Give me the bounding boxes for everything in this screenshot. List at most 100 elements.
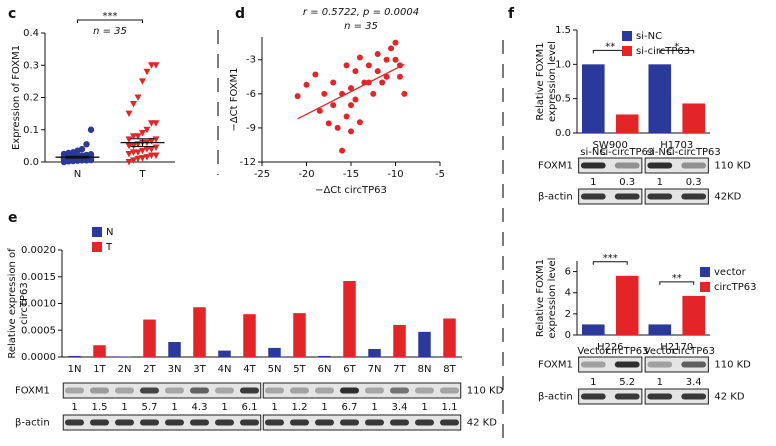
x-tick-label: 2N [118,364,132,375]
data-point [139,129,146,137]
band-quant: 5.7 [142,402,158,413]
x-tick-label: SW900 [593,140,628,151]
panel-label: c [8,6,16,22]
blot-band [415,419,434,426]
x-tick-label: 4N [218,364,232,375]
lane-label: si-circTP63 [600,147,654,158]
y-tick-label: 0.0 [555,128,571,139]
blot-band [614,162,640,169]
legend-swatch [622,46,632,56]
legend-label: vector [714,267,747,278]
y-tick-label: -3 [246,55,256,66]
blot-band [647,361,673,368]
data-point [148,152,155,160]
data-point [83,141,90,148]
y-tick-label: 0.0005 [21,325,56,336]
data-point [78,145,86,153]
y-tick-label: 6 [565,267,571,278]
row-label: β-actin [538,392,573,403]
band-quant: 6.7 [342,402,358,413]
row-label: FOXM1 [538,161,573,172]
band-quant: 1.2 [292,402,308,413]
blot-band [614,193,640,200]
data-point [303,81,310,88]
size-label: 110 KD [467,386,504,397]
lane-label: circTP63 [672,346,715,357]
blot-band [215,387,234,394]
x-tick-label: 6T [343,364,356,375]
band-quant: 1 [271,402,277,413]
y-tick-label: 1.5 [555,25,571,36]
bar [243,314,256,357]
data-point [139,147,146,155]
blot-band [365,387,384,394]
blot-band [65,419,84,426]
data-point [316,107,323,114]
significance-bracket [659,49,695,54]
blot-band [190,419,209,426]
data-point [330,79,337,86]
data-point [343,62,350,69]
y-tick-label: 0.0000 [21,352,56,363]
bar [393,324,406,357]
y-tick-label: 0.2 [23,93,39,104]
blot-band [647,393,673,400]
fit-line [297,63,405,120]
x-tick-label: H1703 [660,140,693,151]
y-tick-label: 0.3 [23,60,39,71]
bar [68,355,81,357]
legend-label: circTP63 [714,282,757,293]
significance-bracket [659,281,695,285]
data-point [143,126,151,134]
y-tick-label: 0.0020 [21,245,56,256]
data-point [152,62,160,69]
blot-frame [578,157,643,174]
bar [318,355,331,357]
bar [581,324,605,335]
y-axis-label: −ΔCt FOXM1 [229,67,240,131]
data-point [130,157,137,164]
blot-band [90,419,109,426]
data-point [401,90,408,97]
data-point [383,56,390,63]
y-axis-label: Relative expression of [7,248,18,359]
row-label: β-actin [15,418,50,429]
bar [118,356,131,357]
significance-bracket [77,19,143,23]
data-point [143,68,151,76]
band-quant: 1 [121,402,127,413]
y-tick-label: 0.1 [23,125,39,136]
bar [268,347,281,357]
blot-band [165,387,184,394]
y-tick-label: 0.4 [23,28,39,39]
blot-band [240,387,259,394]
blot-frame [578,388,643,405]
data-point [365,62,372,69]
lane-label: Vector [577,346,610,357]
size-label: 42 KD [714,392,744,403]
data-point [334,124,341,131]
blot-band [340,419,359,426]
blot-band [340,387,359,394]
blot-band [580,393,606,400]
blot-frame [578,356,643,373]
x-tick-label: 1N [68,364,82,375]
data-point [152,120,160,127]
band-quant: 1.1 [442,402,458,413]
data-point [352,96,359,103]
blot-frame [644,157,709,174]
data-point [130,133,137,140]
blot-band [440,419,459,426]
panel-label: d [235,6,245,22]
band-quant: 4.3 [192,402,208,413]
legend-label: si-NC [636,31,662,42]
band-quant: 1 [71,402,77,413]
data-point [125,110,133,118]
blot-band [65,387,84,394]
data-point [356,54,363,61]
data-point [339,147,346,154]
legend-label: si-circTP63 [636,46,690,57]
band-quant: 1 [171,402,177,413]
blot-band [681,361,707,368]
bar [682,103,706,133]
